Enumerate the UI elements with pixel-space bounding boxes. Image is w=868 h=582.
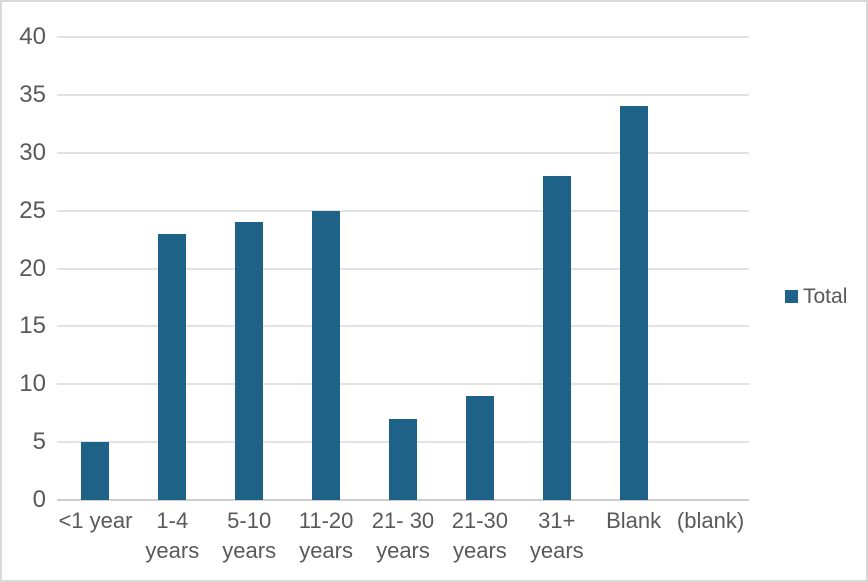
y-axis-tick-label: 30 <box>19 138 46 166</box>
x-axis-category-label: 21-30 years <box>451 508 509 563</box>
y-axis-tick-label: 35 <box>19 80 46 108</box>
bar <box>81 442 110 500</box>
bar <box>619 106 648 500</box>
x-axis-category-label: 21- 30 years <box>371 508 435 563</box>
gridline <box>57 209 749 212</box>
gridline <box>57 325 749 328</box>
bar <box>235 222 264 500</box>
y-axis-tick-label: 25 <box>19 196 46 224</box>
plot-area <box>57 36 749 501</box>
legend: Total <box>785 286 847 307</box>
y-axis-tick-label: 0 <box>32 486 46 513</box>
x-axis-category-label: 1-4 years <box>145 508 200 563</box>
legend-swatch-total <box>785 290 798 303</box>
bar <box>465 396 494 500</box>
x-axis-line <box>57 499 749 501</box>
bar <box>312 211 341 500</box>
x-axis-category-label: <1 year <box>58 508 133 533</box>
y-axis-tick-label: 20 <box>19 254 46 282</box>
gridline <box>57 151 749 154</box>
x-axis-category-label: 11-20 years <box>298 508 354 563</box>
y-axis-tick-label: 5 <box>32 428 46 456</box>
gridline <box>57 93 749 96</box>
gridline <box>57 36 749 38</box>
gridline <box>57 383 749 386</box>
x-axis-category-label: 5-10 years <box>222 508 277 563</box>
bar <box>158 234 187 500</box>
y-axis-tick-label: 40 <box>19 23 46 50</box>
x-axis-category-label: (blank) <box>676 508 745 533</box>
y-axis-tick-label: 15 <box>19 312 46 340</box>
bar <box>389 419 417 500</box>
x-axis-category-label: 31+ years <box>529 508 584 563</box>
bar <box>542 176 571 500</box>
gridline <box>57 267 749 270</box>
legend-label-total: Total <box>803 285 848 308</box>
y-axis-tick-label: 10 <box>19 370 46 398</box>
x-axis-category-label: Blank <box>606 508 662 533</box>
